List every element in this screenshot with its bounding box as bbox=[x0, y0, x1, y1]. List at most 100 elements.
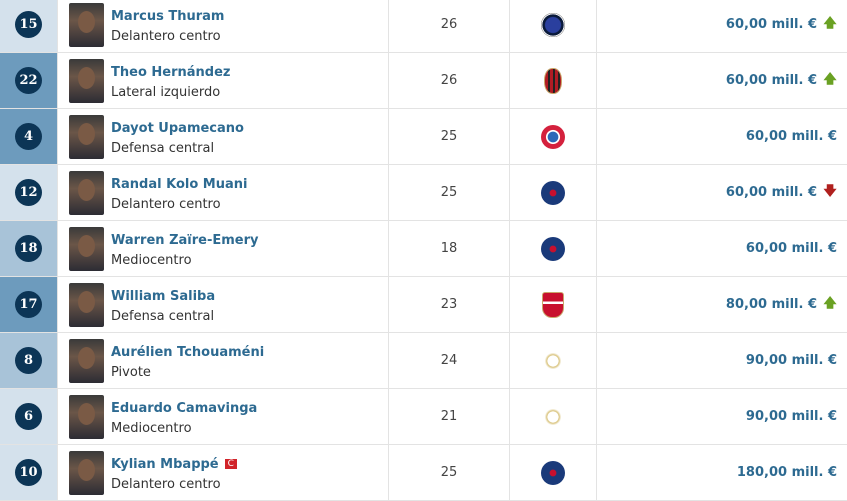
player-cell: Kylian Mbappé C Delantero centro bbox=[58, 445, 389, 500]
table-row: 6 Eduardo Camavinga Mediocentro 21 90,00… bbox=[0, 389, 847, 445]
player-name-link[interactable]: Marcus Thuram bbox=[111, 9, 225, 24]
age-cell: 25 bbox=[389, 445, 510, 500]
player-name-link[interactable]: William Saliba bbox=[111, 289, 216, 304]
player-name-link[interactable]: Dayot Upamecano bbox=[111, 121, 244, 136]
club-cell bbox=[510, 221, 597, 276]
age-cell: 26 bbox=[389, 53, 510, 108]
trend-up-icon: 🡅 bbox=[823, 295, 837, 311]
player-position: Pivote bbox=[111, 365, 151, 380]
table-row: 18 Warren Zaïre-Emery Mediocentro 18 60,… bbox=[0, 221, 847, 277]
market-value-link[interactable]: 60,00 mill. € bbox=[725, 185, 817, 200]
player-position: Defensa central bbox=[111, 309, 215, 324]
market-value-link[interactable]: 180,00 mill. € bbox=[736, 465, 837, 480]
player-photo[interactable] bbox=[69, 2, 104, 47]
player-position: Delantero centro bbox=[111, 29, 221, 44]
club-cell bbox=[510, 445, 597, 500]
number-cell: 17 bbox=[0, 277, 58, 332]
player-name-link[interactable]: Eduardo Camavinga bbox=[111, 401, 258, 416]
club-cell bbox=[510, 333, 597, 388]
player-position: Mediocentro bbox=[111, 421, 192, 436]
market-value-cell: 60,00 mill. € bbox=[597, 221, 847, 276]
number-cell: 8 bbox=[0, 333, 58, 388]
trend-down-icon: 🡇 bbox=[823, 183, 837, 199]
market-value-link[interactable]: 80,00 mill. € bbox=[725, 297, 817, 312]
shirt-number: 12 bbox=[15, 179, 42, 206]
age-cell: 26 bbox=[389, 0, 510, 52]
shirt-number: 15 bbox=[15, 11, 42, 38]
market-value-cell: 60,00 mill. € 🡇 bbox=[597, 165, 847, 220]
psg-crest-icon[interactable] bbox=[541, 236, 565, 261]
shirt-number: 22 bbox=[15, 67, 42, 94]
player-name-link[interactable]: Randal Kolo Muani bbox=[111, 177, 248, 192]
market-value-link[interactable]: 60,00 mill. € bbox=[745, 241, 837, 256]
player-photo[interactable] bbox=[69, 338, 104, 383]
market-value-link[interactable]: 60,00 mill. € bbox=[725, 17, 817, 32]
milan-crest-icon[interactable] bbox=[544, 67, 562, 94]
player-cell: William Saliba Defensa central bbox=[58, 277, 389, 332]
trend-up-icon: 🡅 bbox=[823, 71, 837, 87]
player-cell: Warren Zaïre-Emery Mediocentro bbox=[58, 221, 389, 276]
market-value-cell: 80,00 mill. € 🡅 bbox=[597, 277, 847, 332]
age-cell: 21 bbox=[389, 389, 510, 444]
club-cell bbox=[510, 0, 597, 52]
club-cell bbox=[510, 165, 597, 220]
player-cell: Theo Hernández Lateral izquierdo bbox=[58, 53, 389, 108]
club-cell bbox=[510, 389, 597, 444]
player-photo[interactable] bbox=[69, 226, 104, 271]
player-name-link[interactable]: Warren Zaïre-Emery bbox=[111, 233, 259, 248]
player-name-link[interactable]: Theo Hernández bbox=[111, 65, 231, 80]
psg-crest-icon[interactable] bbox=[541, 180, 565, 205]
player-cell: Randal Kolo Muani Delantero centro bbox=[58, 165, 389, 220]
club-cell bbox=[510, 53, 597, 108]
market-value-link[interactable]: 90,00 mill. € bbox=[745, 409, 837, 424]
real-madrid-crest-icon[interactable] bbox=[544, 404, 562, 429]
player-photo[interactable] bbox=[69, 450, 104, 495]
shirt-number: 10 bbox=[15, 459, 42, 486]
market-value-cell: 180,00 mill. € bbox=[597, 445, 847, 500]
player-position: Mediocentro bbox=[111, 253, 192, 268]
number-cell: 12 bbox=[0, 165, 58, 220]
age-cell: 18 bbox=[389, 221, 510, 276]
market-value-link[interactable]: 60,00 mill. € bbox=[725, 73, 817, 88]
table-row: 12 Randal Kolo Muani Delantero centro 25… bbox=[0, 165, 847, 221]
inter-crest-icon[interactable] bbox=[541, 12, 565, 37]
psg-crest-icon[interactable] bbox=[541, 460, 565, 485]
player-photo[interactable] bbox=[69, 282, 104, 327]
table-row: 17 William Saliba Defensa central 23 80,… bbox=[0, 277, 847, 333]
number-cell: 18 bbox=[0, 221, 58, 276]
player-photo[interactable] bbox=[69, 58, 104, 103]
player-photo[interactable] bbox=[69, 394, 104, 439]
player-cell: Eduardo Camavinga Mediocentro bbox=[58, 389, 389, 444]
market-value-link[interactable]: 90,00 mill. € bbox=[745, 353, 837, 368]
market-value-cell: 60,00 mill. € 🡅 bbox=[597, 0, 847, 52]
market-value-cell: 60,00 mill. € 🡅 bbox=[597, 53, 847, 108]
age-cell: 25 bbox=[389, 109, 510, 164]
player-name-link[interactable]: Aurélien Tchouaméni bbox=[111, 345, 265, 360]
table-row: 8 Aurélien Tchouaméni Pivote 24 90,00 mi… bbox=[0, 333, 847, 389]
club-cell bbox=[510, 277, 597, 332]
player-cell: Marcus Thuram Delantero centro bbox=[58, 0, 389, 52]
player-cell: Aurélien Tchouaméni Pivote bbox=[58, 333, 389, 388]
player-position: Lateral izquierdo bbox=[111, 85, 221, 100]
market-value-link[interactable]: 60,00 mill. € bbox=[745, 129, 837, 144]
player-position: Defensa central bbox=[111, 141, 215, 156]
shirt-number: 6 bbox=[15, 403, 42, 430]
trend-up-icon: 🡅 bbox=[823, 15, 837, 31]
player-name-link[interactable]: Kylian Mbappé bbox=[111, 457, 219, 472]
player-cell: Dayot Upamecano Defensa central bbox=[58, 109, 389, 164]
player-photo[interactable] bbox=[69, 114, 104, 159]
number-cell: 4 bbox=[0, 109, 58, 164]
bayern-crest-icon[interactable] bbox=[541, 124, 565, 149]
table-row: 10 Kylian Mbappé C Delantero centro 25 18… bbox=[0, 445, 847, 501]
arsenal-crest-icon[interactable] bbox=[542, 291, 564, 318]
player-position: Delantero centro bbox=[111, 477, 221, 492]
club-cell bbox=[510, 109, 597, 164]
shirt-number: 8 bbox=[15, 347, 42, 374]
player-photo[interactable] bbox=[69, 170, 104, 215]
number-cell: 15 bbox=[0, 0, 58, 52]
market-value-cell: 60,00 mill. € bbox=[597, 109, 847, 164]
number-cell: 6 bbox=[0, 389, 58, 444]
real-madrid-crest-icon[interactable] bbox=[544, 348, 562, 373]
market-value-cell: 90,00 mill. € bbox=[597, 389, 847, 444]
